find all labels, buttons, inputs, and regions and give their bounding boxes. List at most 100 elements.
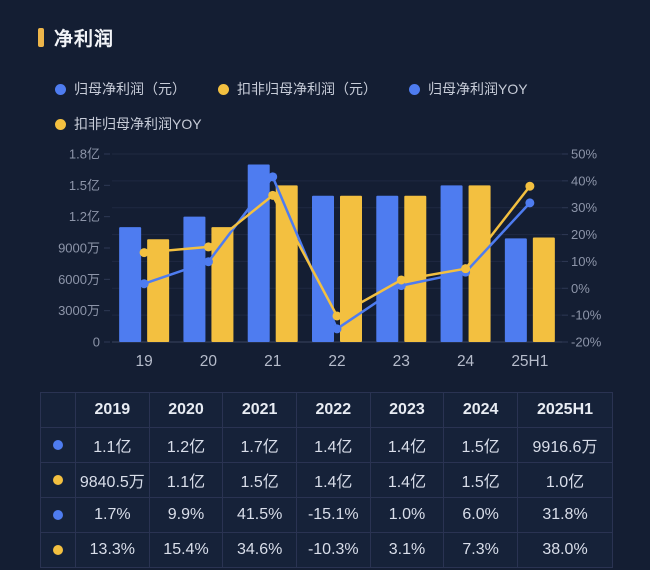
series-dot-blue (53, 509, 63, 520)
table-header-cell (40, 392, 76, 428)
title-accent-bar (38, 28, 44, 47)
bar-blue-21[interactable] (247, 164, 270, 342)
table-row: 1.1亿 1.2亿 1.7亿 1.4亿 1.4亿 1.5亿 9916.6万 (40, 427, 613, 463)
table-header-cell: 2020 (148, 392, 224, 428)
table-cell: 1.7亿 (222, 427, 297, 463)
left-axis-tick-label: 1.5亿 (69, 178, 100, 193)
net-profit-combo-chart[interactable]: 0 3000万 6000万 9000万 1.2亿 1.5亿 1.8亿 -20% -10% 0% 10… (0, 142, 650, 379)
table-head: 2019 2020 2021 2022 2023 2024 2025H1 (40, 392, 613, 428)
table-cell: 1.4亿 (295, 462, 371, 498)
table-cell: -15.1% (295, 497, 371, 533)
table-cell: 34.6% (222, 532, 297, 568)
table-cell: 1.4亿 (369, 462, 445, 498)
bar-yellow-19[interactable] (147, 239, 170, 342)
x-axis-category-label: 22 (328, 353, 345, 370)
x-axis-category-label: 20 (200, 353, 218, 370)
yoy-point-yellow-25H1[interactable] (525, 181, 535, 191)
yoy-point-yellow-21[interactable] (268, 190, 278, 200)
bar-yellow-24[interactable] (468, 185, 491, 342)
bar-blue-24[interactable] (440, 185, 463, 342)
table-header-cell: 2021 (222, 392, 297, 428)
legend-label: 扣非归母净利润YOY (74, 116, 202, 132)
table-cell: 9.9% (148, 497, 224, 533)
right-axis-tick-label: 40% (571, 173, 597, 188)
legend-label: 归母净利润（元） (74, 81, 186, 97)
table-row: 9840.5万 1.1亿 1.5亿 1.4亿 1.4亿 1.5亿 1.0亿 (40, 462, 613, 498)
bar-yellow-20[interactable] (211, 227, 234, 342)
table-cell: 9916.6万 (517, 427, 613, 463)
right-axis-tick-label: 0% (571, 281, 590, 296)
yoy-point-blue-22[interactable] (332, 324, 342, 334)
table-row: 13.3% 15.4% 34.6% -10.3% 3.1% 7.3% 38.0% (40, 532, 613, 568)
yoy-point-blue-25H1[interactable] (525, 198, 535, 208)
series-dot-yellow (53, 474, 63, 485)
yoy-point-yellow-23[interactable] (396, 275, 406, 285)
table-cell: -10.3% (295, 532, 371, 568)
table-cell: 3.1% (369, 532, 445, 568)
left-axis-tick-label: 9000万 (58, 241, 100, 256)
series-dot-yellow (53, 544, 63, 555)
table-cell: 31.8% (517, 497, 613, 533)
legend-label: 扣非归母净利润（元） (237, 81, 377, 97)
left-axis-tick-label: 3000万 (58, 303, 100, 318)
right-axis-tick-label: 20% (571, 227, 597, 242)
bar-yellow-25H1[interactable] (532, 237, 555, 342)
bar-blue-25H1[interactable] (504, 238, 527, 342)
series-dot-blue (53, 439, 63, 450)
table-body: 1.1亿 1.2亿 1.7亿 1.4亿 1.4亿 1.5亿 9916.6万 9840.5万 1.… (40, 427, 613, 568)
table-cell: 13.3% (75, 532, 150, 568)
table-cell: 1.5亿 (443, 462, 518, 498)
bar-blue-23[interactable] (376, 195, 399, 342)
yoy-point-blue-20[interactable] (203, 257, 213, 267)
table-header-cell: 2024 (443, 392, 518, 428)
x-axis-category-label: 24 (457, 353, 475, 370)
left-axis-tick-label: 6000万 (58, 272, 100, 287)
table-cell: 1.4亿 (295, 427, 371, 463)
series-dot-cell (40, 497, 76, 533)
yoy-point-yellow-22[interactable] (332, 311, 342, 321)
legend-item-parent-net-profit[interactable]: 归母净利润（元） (55, 79, 186, 99)
x-axis-category-label: 21 (264, 353, 281, 370)
table-cell: 1.0% (369, 497, 445, 533)
legend-label: 归母净利润YOY (428, 81, 528, 97)
legend-item-deducted-net-profit[interactable]: 扣非归母净利润（元） (218, 79, 377, 99)
table-cell: 38.0% (517, 532, 613, 568)
table-cell: 1.5亿 (222, 462, 297, 498)
net-profit-data-table: 2019 2020 2021 2022 2023 2024 2025H1 1.1亿 1.2亿 1… (40, 392, 613, 568)
legend-item-parent-net-profit-yoy[interactable]: 归母净利润YOY (409, 79, 528, 99)
table-cell: 6.0% (443, 497, 518, 533)
right-axis-tick-label: -20% (571, 335, 602, 350)
bar-blue-22[interactable] (312, 195, 334, 342)
yoy-point-yellow-24[interactable] (461, 264, 471, 274)
legend-dot-blue (409, 83, 420, 95)
legend-dot-blue (55, 83, 66, 95)
table-header-cell: 2022 (295, 392, 371, 428)
legend-dot-yellow (218, 83, 229, 95)
table-cell: 1.5亿 (443, 427, 518, 463)
right-axis-tick-label: 10% (571, 254, 597, 269)
table-cell: 1.1亿 (148, 462, 224, 498)
chart-legend: 归母净利润（元） 扣非归母净利润（元） 归母净利润YOY 扣非归母净利润YOY (55, 79, 535, 134)
table-header-row: 2019 2020 2021 2022 2023 2024 2025H1 (40, 392, 613, 428)
left-axis-tick-label: 1.8亿 (69, 147, 100, 162)
legend-item-deducted-net-profit-yoy[interactable]: 扣非归母净利润YOY (55, 114, 202, 134)
series-dot-cell (40, 532, 76, 568)
yoy-point-blue-21[interactable] (268, 172, 278, 182)
yoy-point-yellow-20[interactable] (203, 242, 213, 252)
x-axis-category-label: 25H1 (511, 353, 548, 370)
table-cell: 1.0亿 (517, 462, 613, 498)
bar-blue-19[interactable] (119, 227, 142, 342)
right-axis-tick-label: 30% (571, 200, 597, 215)
table-cell: 15.4% (148, 532, 224, 568)
table-row: 1.7% 9.9% 41.5% -15.1% 1.0% 6.0% 31.8% (40, 497, 613, 533)
series-dot-cell (40, 462, 76, 498)
yoy-point-yellow-19[interactable] (139, 248, 149, 258)
table-header-cell: 2019 (75, 392, 150, 428)
yoy-point-blue-19[interactable] (139, 279, 149, 289)
right-axis-tick-label: -10% (571, 308, 602, 323)
table-header-cell: 2023 (369, 392, 445, 428)
bar-blue-20[interactable] (183, 216, 206, 342)
bar-yellow-23[interactable] (404, 195, 427, 342)
table-cell: 7.3% (443, 532, 518, 568)
table-cell: 41.5% (222, 497, 297, 533)
